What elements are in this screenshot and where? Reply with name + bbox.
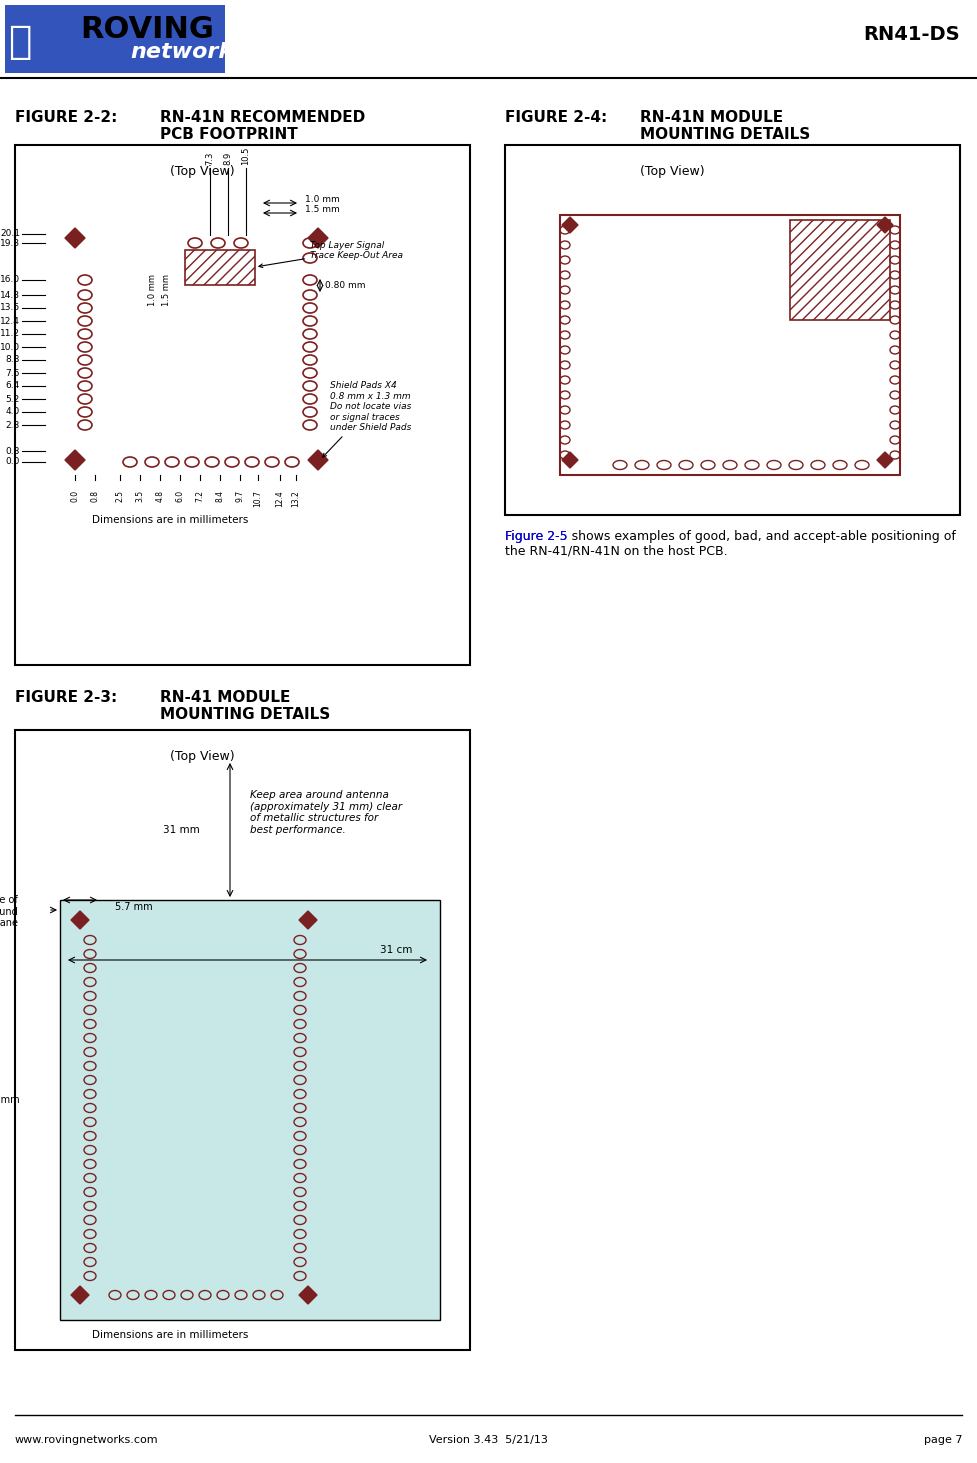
Text: FIGURE 2-3:: FIGURE 2-3: <box>15 691 117 705</box>
Polygon shape <box>562 452 578 468</box>
Text: 1.5 mm: 1.5 mm <box>305 205 340 215</box>
Text: 14.8: 14.8 <box>0 291 20 300</box>
Bar <box>60 900 440 1320</box>
Polygon shape <box>71 911 89 929</box>
Text: 20.1 mm: 20.1 mm <box>0 1094 20 1105</box>
Polygon shape <box>65 451 85 470</box>
Text: 6.0: 6.0 <box>176 490 185 502</box>
Text: Dimensions are in millimeters: Dimensions are in millimeters <box>92 515 248 525</box>
Text: 7.6: 7.6 <box>6 369 20 377</box>
Text: Version 3.43  5/21/13: Version 3.43 5/21/13 <box>429 1435 547 1445</box>
Text: 3.5: 3.5 <box>136 490 145 502</box>
Bar <box>185 250 255 285</box>
Text: 8.9: 8.9 <box>224 152 233 165</box>
Text: 0.0: 0.0 <box>6 458 20 467</box>
Text: 13.2: 13.2 <box>291 490 301 506</box>
Text: 》: 》 <box>8 23 31 61</box>
Text: 10.5: 10.5 <box>241 146 250 165</box>
Text: 9.7: 9.7 <box>235 490 244 502</box>
Text: 6.4: 6.4 <box>6 382 20 391</box>
Polygon shape <box>65 228 85 249</box>
Text: 31 mm: 31 mm <box>163 825 200 835</box>
Polygon shape <box>299 1286 317 1304</box>
Text: page 7: page 7 <box>923 1435 962 1445</box>
Bar <box>5 4 225 73</box>
Text: 8.4: 8.4 <box>216 490 225 502</box>
Text: (Top View): (Top View) <box>170 751 234 764</box>
Polygon shape <box>877 217 893 233</box>
Text: RN-41 MODULE: RN-41 MODULE <box>160 691 290 705</box>
Text: 10.7: 10.7 <box>253 490 263 506</box>
Polygon shape <box>308 451 328 470</box>
Text: 12.4: 12.4 <box>0 316 20 325</box>
Polygon shape <box>308 228 328 249</box>
Text: (Top View): (Top View) <box>640 165 704 178</box>
Text: 13.6: 13.6 <box>0 303 20 313</box>
Text: RN-41N RECOMMENDED: RN-41N RECOMMENDED <box>160 110 365 124</box>
Text: RN-41N MODULE: RN-41N MODULE <box>640 110 784 124</box>
Text: MOUNTING DETAILS: MOUNTING DETAILS <box>160 707 330 723</box>
Text: 1.0 mm: 1.0 mm <box>148 274 157 306</box>
Text: MOUNTING DETAILS: MOUNTING DETAILS <box>640 127 810 142</box>
Text: Shield Pads X4
0.8 mm x 1.3 mm
Do not locate vias
or signal traces
under Shield : Shield Pads X4 0.8 mm x 1.3 mm Do not lo… <box>322 382 411 456</box>
Text: Keep area around antenna
(approximately 31 mm) clear
of metallic structures for
: Keep area around antenna (approximately … <box>250 790 403 835</box>
Text: 16.0: 16.0 <box>0 275 20 284</box>
Polygon shape <box>299 911 317 929</box>
Text: FIGURE 2-2:: FIGURE 2-2: <box>15 110 117 124</box>
Text: 0.0: 0.0 <box>70 490 79 502</box>
Text: 4.0: 4.0 <box>6 408 20 417</box>
Bar <box>15 145 470 666</box>
Text: 8.8: 8.8 <box>6 356 20 364</box>
Text: PCB FOOTPRINT: PCB FOOTPRINT <box>160 127 298 142</box>
Text: FIGURE 2-4:: FIGURE 2-4: <box>505 110 608 124</box>
Text: 7.3: 7.3 <box>205 152 215 165</box>
Text: 4.8: 4.8 <box>155 490 164 502</box>
Polygon shape <box>562 217 578 233</box>
Text: Figure 2-5 shows examples of good, bad, and accept-able positioning of the RN-41: Figure 2-5 shows examples of good, bad, … <box>505 530 956 557</box>
Text: 19.3: 19.3 <box>0 238 20 247</box>
Text: 0.80 mm: 0.80 mm <box>325 281 365 290</box>
Text: 5.2: 5.2 <box>6 395 20 404</box>
Text: 1.5 mm: 1.5 mm <box>162 274 171 306</box>
Text: 12.4: 12.4 <box>276 490 284 506</box>
Polygon shape <box>877 452 893 468</box>
Text: (Top View): (Top View) <box>170 165 234 178</box>
Bar <box>15 730 470 1350</box>
Text: 11.2: 11.2 <box>0 329 20 338</box>
Text: 0.8: 0.8 <box>6 446 20 455</box>
Text: 31 cm: 31 cm <box>380 945 412 955</box>
Bar <box>560 215 900 475</box>
Text: Figure 2-5: Figure 2-5 <box>505 530 568 543</box>
Text: Top Layer Signal
Trace Keep-Out Area: Top Layer Signal Trace Keep-Out Area <box>259 240 403 268</box>
Text: 1.0 mm: 1.0 mm <box>305 196 340 205</box>
Polygon shape <box>71 1286 89 1304</box>
Text: 2.8: 2.8 <box>6 420 20 430</box>
Text: Dimensions are in millimeters: Dimensions are in millimeters <box>92 1330 248 1340</box>
Text: 0.8: 0.8 <box>91 490 100 502</box>
Text: networks: networks <box>130 42 246 61</box>
Text: RN41-DS: RN41-DS <box>864 25 960 44</box>
Text: 7.2: 7.2 <box>195 490 204 502</box>
Text: 2.5: 2.5 <box>115 490 124 502</box>
Text: 20.1: 20.1 <box>0 230 20 238</box>
Bar <box>790 219 890 320</box>
Text: Edge of
Ground
Plane: Edge of Ground Plane <box>0 895 18 928</box>
Bar <box>505 145 960 515</box>
Text: www.rovingnetworks.com: www.rovingnetworks.com <box>15 1435 158 1445</box>
Text: 10.0: 10.0 <box>0 342 20 351</box>
Text: 5.7 mm: 5.7 mm <box>115 903 152 911</box>
Text: ROVING: ROVING <box>80 16 214 44</box>
